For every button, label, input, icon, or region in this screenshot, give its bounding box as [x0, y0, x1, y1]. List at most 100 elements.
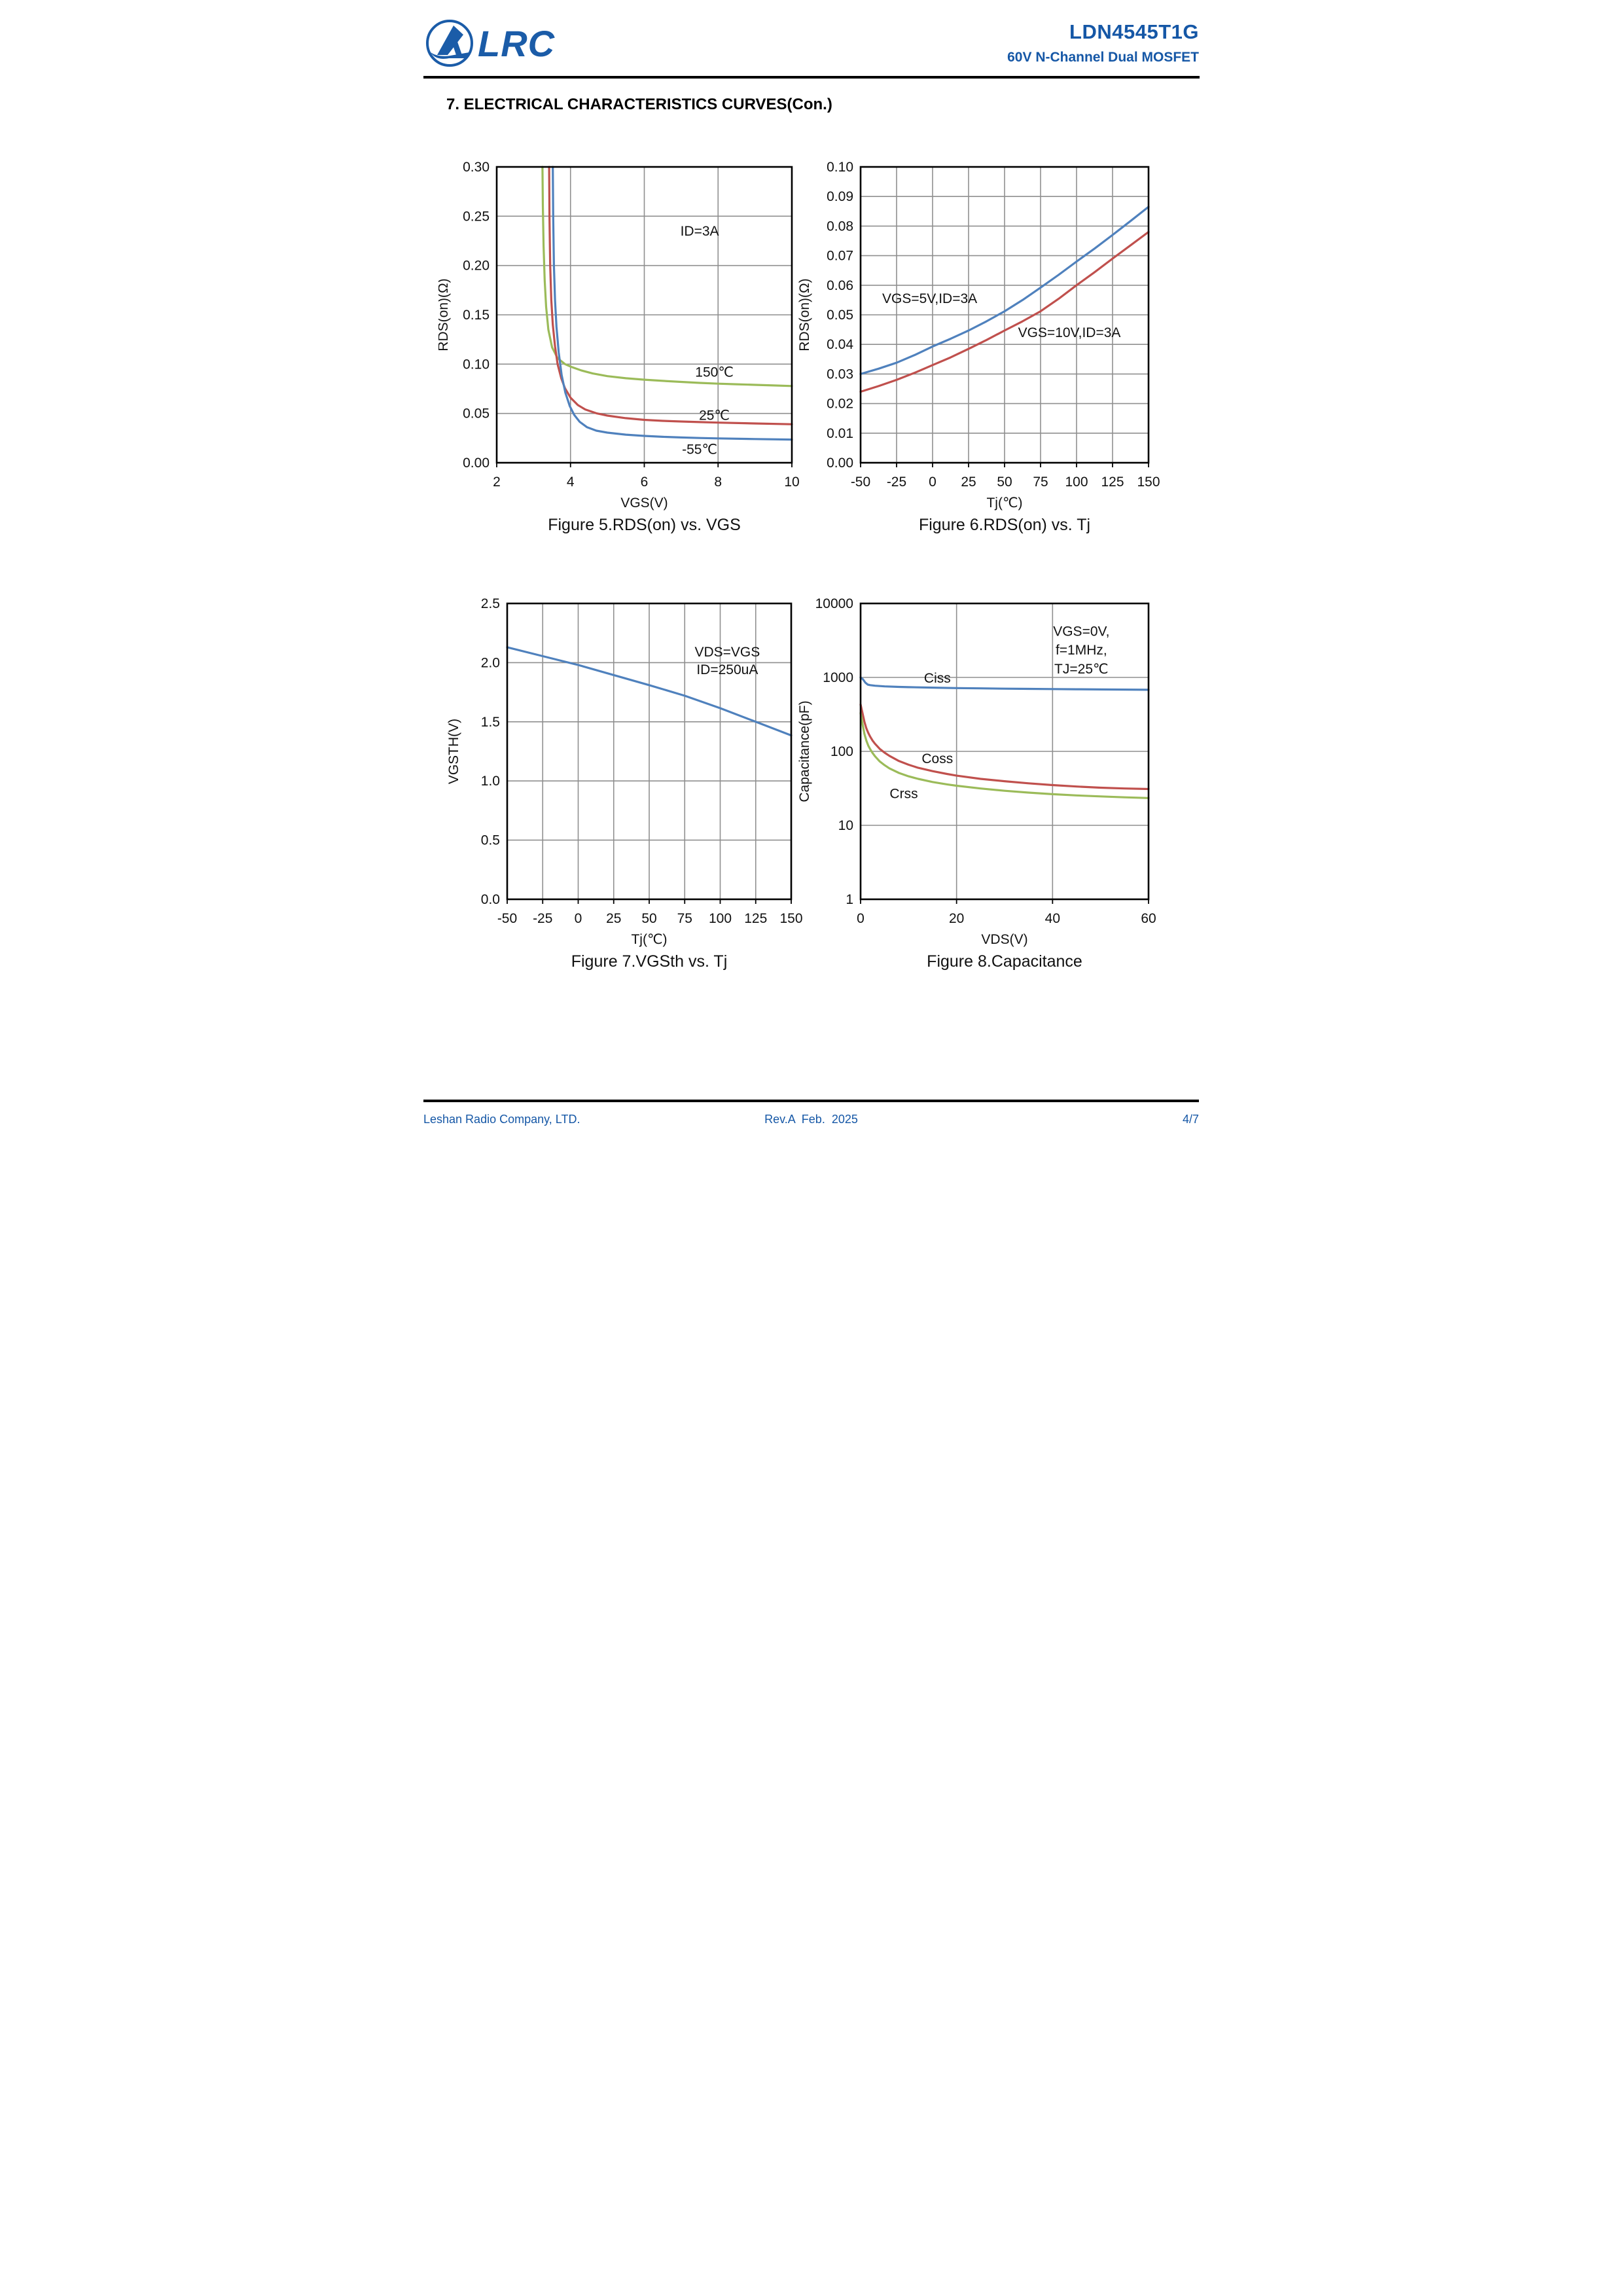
x-tick-label: 150 [779, 911, 802, 926]
annotation: -55℃ [682, 442, 717, 457]
figure-6-chart: -50 -25 0 25 50 75 100 125 150 0.00 0.01 0.02 0.03 0.… [797, 160, 1160, 534]
figure-5: 2 4 6 8 10 0.00 0.05 0.10 0.15 0.20 0.25 0.30 VGS(V)… [436, 159, 815, 539]
footer: Leshan Radio Company, LTD. Rev.A Feb. 20… [423, 1100, 1199, 1126]
y-axis-title: VGSTH(V) [446, 719, 461, 784]
x-tick-label: 40 [1045, 911, 1060, 926]
x-tick-label: 75 [1033, 475, 1048, 490]
x-tick-label: -25 [887, 475, 906, 490]
annotation: f=1MHz, [1056, 643, 1107, 658]
y-tick-label: 0.25 [463, 209, 490, 224]
header: LRC LDN4545T1G 60V N-Channel Dual MOSFET [406, 0, 1217, 73]
y-tick-label: 1 [846, 892, 853, 907]
y-tick-label: 0.04 [827, 337, 853, 352]
x-axis-title: Tj(℃) [986, 495, 1022, 511]
y-tick-label: 0.01 [827, 426, 853, 441]
y-tick-label: 0.06 [827, 278, 853, 293]
figure-caption: Figure 6.RDS(on) vs. Tj [919, 516, 1090, 534]
x-tick-label: 150 [1137, 475, 1160, 490]
header-rule [423, 76, 1200, 79]
x-tick-label: 0 [575, 911, 582, 926]
figure-caption: Figure 7.VGSth vs. Tj [571, 952, 728, 971]
x-tick-label: 25 [606, 911, 621, 926]
x-tick-label: 6 [641, 475, 649, 490]
x-tick-label: 20 [949, 911, 964, 926]
y-tick-label: 0.10 [463, 357, 490, 372]
y-tick-label: 1.0 [481, 774, 500, 789]
figure-caption: Figure 5.RDS(on) vs. VGS [548, 516, 741, 534]
y-tick-label: 1000 [823, 670, 853, 685]
annotation: 150℃ [695, 365, 734, 380]
footer-company: Leshan Radio Company, LTD. [423, 1113, 580, 1126]
series--55C [552, 166, 793, 441]
y-tick-label: 0.05 [827, 308, 853, 323]
device-subtitle: 60V N-Channel Dual MOSFET [1007, 49, 1199, 65]
x-tick-label: 2 [493, 475, 501, 490]
footer-revision: Rev.A Feb. 2025 [764, 1113, 858, 1126]
x-tick-label: 0 [929, 475, 936, 490]
series-Coss [859, 703, 1150, 791]
x-tick-label: 75 [677, 911, 692, 926]
x-tick-label: 50 [997, 475, 1012, 490]
y-axis-title: Capacitance(pF) [798, 700, 812, 802]
y-tick-label: 10 [838, 818, 853, 833]
y-tick-label: 0.10 [827, 160, 853, 175]
annotation: ID=3A [681, 224, 719, 239]
series-VGS=5V [859, 206, 1150, 375]
x-axis-title: VGS(V) [620, 495, 668, 511]
title-block: LDN4545T1G 60V N-Channel Dual MOSFET [1007, 16, 1199, 66]
x-axis-title: Tj(℃) [631, 932, 667, 947]
part-number: LDN4545T1G [1069, 20, 1199, 43]
series-VGS=10V [859, 230, 1150, 393]
y-tick-label: 0.02 [827, 397, 853, 412]
annotation: VGS=0V, [1053, 624, 1109, 639]
x-tick-label: 100 [709, 911, 732, 926]
logo-circle-icon [426, 20, 473, 67]
y-tick-label: 2.5 [481, 596, 500, 611]
figure-6: -50 -25 0 25 50 75 100 125 150 0.00 0.01 0.02 0.03 0.… [797, 159, 1171, 539]
annotation: Crss [889, 786, 918, 801]
datasheet-page: LRC LDN4545T1G 60V N-Channel Dual MOSFET… [406, 0, 1217, 1148]
logo-sail-leg-icon [452, 40, 462, 55]
y-tick-label: 0.08 [827, 219, 853, 234]
y-tick-label: 0.07 [827, 249, 853, 264]
x-axis-title: VDS(V) [981, 932, 1027, 947]
figure-7-chart: -50 -25 0 25 50 75 100 125 150 0.0 0.5 1.0 1.5 2.0 2.5… [446, 596, 803, 971]
y-axis-title: RDS(on)(Ω) [438, 278, 451, 351]
annotation: VGS=5V,ID=3A [882, 291, 977, 306]
figure-8-chart: 0 20 40 60 1 10 100 1000 10000 VDS(V) Capacitance(… [797, 596, 1156, 971]
y-tick-label: 10000 [815, 596, 853, 611]
x-tick-label: 4 [567, 475, 575, 490]
figure-8: 0 20 40 60 1 10 100 1000 10000 VDS(V) Capacitance(… [797, 596, 1171, 975]
series-25C [548, 166, 793, 425]
annotation: VGS=10V,ID=3A [1018, 325, 1121, 340]
y-tick-label: 0.09 [827, 189, 853, 204]
annotation: 25℃ [699, 408, 730, 423]
annotation: Ciss [924, 671, 951, 686]
logo-sail-icon [437, 26, 463, 55]
x-tick-label: -50 [497, 911, 517, 926]
y-tick-label: 0.5 [481, 833, 500, 848]
x-tick-label: 60 [1141, 911, 1156, 926]
annotation: ID=250uA [696, 662, 758, 677]
annotation: Coss [921, 751, 953, 766]
x-tick-label: -50 [851, 475, 870, 490]
x-tick-label: 0 [857, 911, 865, 926]
figure-caption: Figure 8.Capacitance [927, 952, 1082, 971]
logo-hull-icon [431, 52, 469, 59]
y-tick-label: 0.20 [463, 259, 490, 274]
lrc-logo: LRC [426, 20, 555, 67]
series-150C [541, 166, 793, 387]
x-tick-label: 125 [1101, 475, 1124, 490]
x-tick-label: 8 [714, 475, 722, 490]
y-tick-label: 0.00 [827, 456, 853, 471]
x-tick-label: -25 [533, 911, 552, 926]
y-tick-label: 0.05 [463, 406, 490, 422]
figure-5-chart: 2 4 6 8 10 0.00 0.05 0.10 0.15 0.20 0.25 0.30 VGS(V)… [436, 160, 800, 534]
y-axis-title: RDS(on)(Ω) [798, 278, 812, 351]
annotation: VDS=VGS [694, 645, 760, 660]
x-tick-label: 50 [641, 911, 656, 926]
y-tick-label: 100 [830, 744, 853, 759]
series-VGSth [506, 646, 793, 737]
series-Crss [859, 711, 1150, 799]
x-tick-label: 100 [1065, 475, 1088, 490]
